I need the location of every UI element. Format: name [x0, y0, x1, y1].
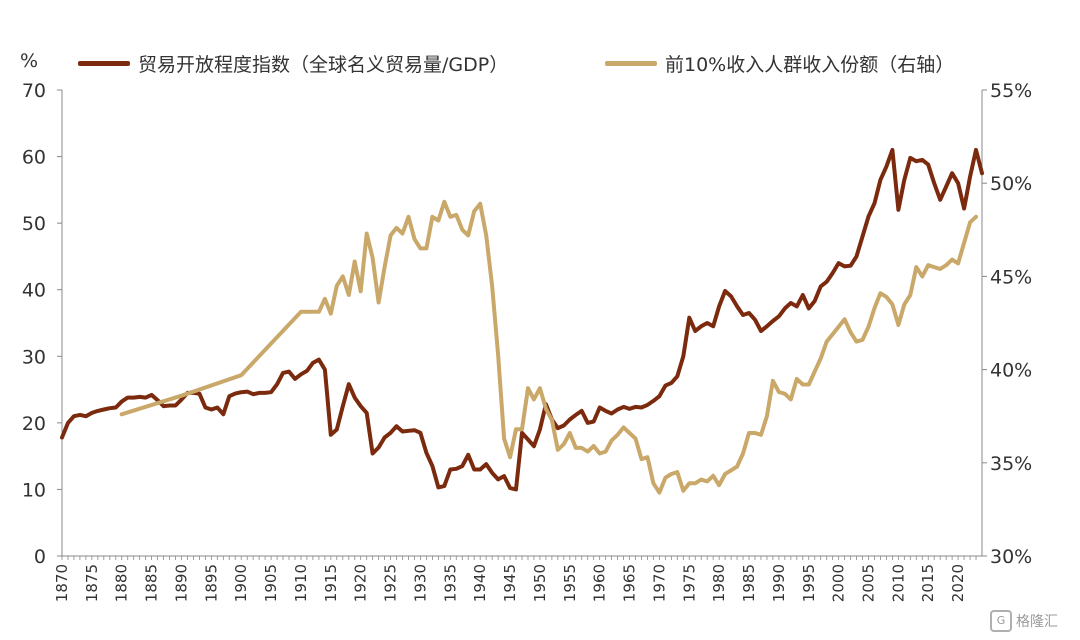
watermark: G 格隆汇: [990, 610, 1058, 632]
axis-layer: 0 10 20 30 40 50 60 70 30% 35% 40% 45% 50% 55% 1870 187…: [22, 80, 1032, 602]
x-axis-tick-label: 1905: [262, 564, 280, 602]
x-axis-tick-label: 2000: [830, 564, 848, 602]
legend-item-trade-openness: 贸易开放程度指数（全球名义贸易量/GDP）: [78, 50, 508, 77]
right-axis-tick-label: 40%: [990, 360, 1032, 382]
x-axis-tick-label: 2015: [919, 564, 937, 602]
x-axis-tick-label: 1895: [202, 564, 220, 602]
left-axis-tick-label: 60: [22, 147, 46, 169]
left-axis-tick-label: 20: [22, 413, 46, 435]
series-layer: [60, 147, 984, 495]
legend-label-top10-income-share: 前10%收入人群收入份额（右轴）: [665, 54, 955, 76]
x-axis-tick-label: 1920: [352, 564, 370, 602]
x-axis-tick-label: 1960: [591, 564, 609, 602]
x-axis-tick-label: 1875: [83, 564, 101, 602]
x-axis-tick-label: 1910: [292, 564, 310, 602]
watermark-logo-icon: G: [990, 610, 1012, 632]
right-axis-tick-label: 55%: [990, 80, 1032, 102]
left-axis-tick-label: 10: [22, 479, 46, 501]
left-axis-unit-label: %: [20, 50, 39, 72]
x-axis-tick-label: 1965: [621, 564, 639, 602]
legend-swatch-top10-income-share: [605, 61, 657, 66]
x-axis-tick-label: 1930: [411, 564, 429, 602]
left-axis-tick-label: 70: [22, 80, 46, 102]
right-axis-tick-label: 45%: [990, 266, 1032, 288]
legend-item-top10-income-share: 前10%收入人群收入份额（右轴）: [605, 50, 954, 77]
x-axis-tick-label: 1940: [471, 564, 489, 602]
x-axis-tick-label: 1985: [740, 564, 758, 602]
x-axis-tick-label: 1925: [382, 564, 400, 602]
x-axis-tick-label: 1950: [531, 564, 549, 602]
watermark-text: 格隆汇: [1016, 614, 1058, 630]
left-axis-tick-label: 40: [22, 280, 46, 302]
left-axis-tick-label: 0: [34, 546, 46, 568]
x-axis-tick-label: 1880: [113, 564, 131, 602]
x-axis-tick-label: 1975: [680, 564, 698, 602]
right-axis-tick-label: 35%: [990, 453, 1032, 475]
series-line-top10-income-share: [119, 199, 978, 495]
x-axis-tick-label: 1990: [770, 564, 788, 602]
x-axis-tick-label: 1900: [232, 564, 250, 602]
right-axis-tick-label: 30%: [990, 546, 1032, 568]
x-axis-tick-label: 1995: [800, 564, 818, 602]
left-axis-tick-label: 30: [22, 346, 46, 368]
legend-swatch-trade-openness: [78, 61, 130, 66]
x-axis-tick-label: 1970: [650, 564, 668, 602]
x-axis-tick-label: 1980: [710, 564, 728, 602]
x-axis-tick-label: 1870: [53, 564, 71, 602]
x-axis-tick-label: 1915: [322, 564, 340, 602]
legend: % 贸易开放程度指数（全球名义贸易量/GDP） 前10%收入人群收入份额（右轴）: [0, 24, 1080, 76]
x-axis-tick-label: 2005: [859, 564, 877, 602]
x-axis-tick-label: 1935: [441, 564, 459, 602]
x-axis-tick-label: 1890: [172, 564, 190, 602]
x-axis-tick-label: 2010: [889, 564, 907, 602]
x-axis-tick-label: 2020: [949, 564, 967, 602]
left-axis-tick-label: 50: [22, 213, 46, 235]
legend-label-trade-openness: 贸易开放程度指数（全球名义贸易量/GDP）: [138, 54, 509, 76]
series-line-trade-openness: [60, 147, 984, 492]
x-axis-tick-label: 1885: [143, 564, 161, 602]
x-axis-tick-label: 1955: [561, 564, 579, 602]
x-axis-tick-label: 1945: [501, 564, 519, 602]
right-axis-tick-label: 50%: [990, 173, 1032, 195]
